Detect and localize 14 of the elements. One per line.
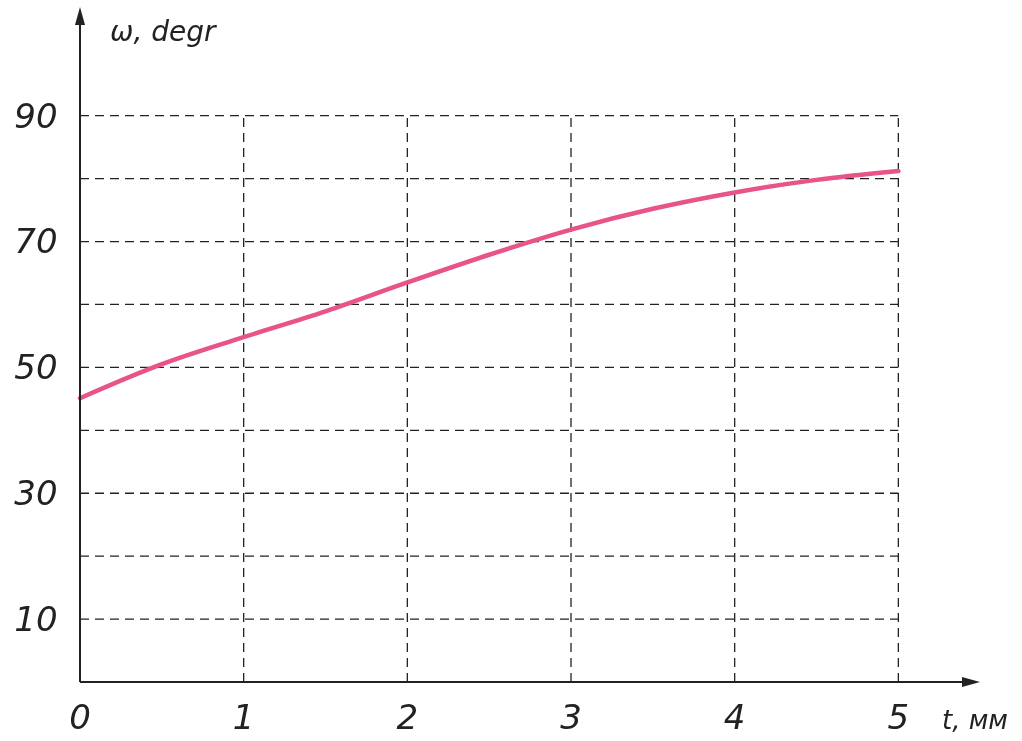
y-tick-label: 10 <box>14 598 58 639</box>
y-tick-label: 70 <box>14 221 58 262</box>
y-axis-title: ω, degr <box>110 15 218 48</box>
x-tick-label: 2 <box>396 697 419 737</box>
x-tick-label: 0 <box>69 697 91 737</box>
x-tick-label: 1 <box>232 697 255 737</box>
y-tick-label: 50 <box>14 347 58 388</box>
y-tick-label: 30 <box>14 473 58 514</box>
y-tick-label: 90 <box>14 95 58 136</box>
x-tick-label: 4 <box>723 697 746 737</box>
line-series <box>77 168 901 401</box>
x-tick-label: 5 <box>887 697 910 737</box>
x-tick-label: 3 <box>560 697 582 737</box>
x-axis-title: t, мм <box>942 705 1008 735</box>
